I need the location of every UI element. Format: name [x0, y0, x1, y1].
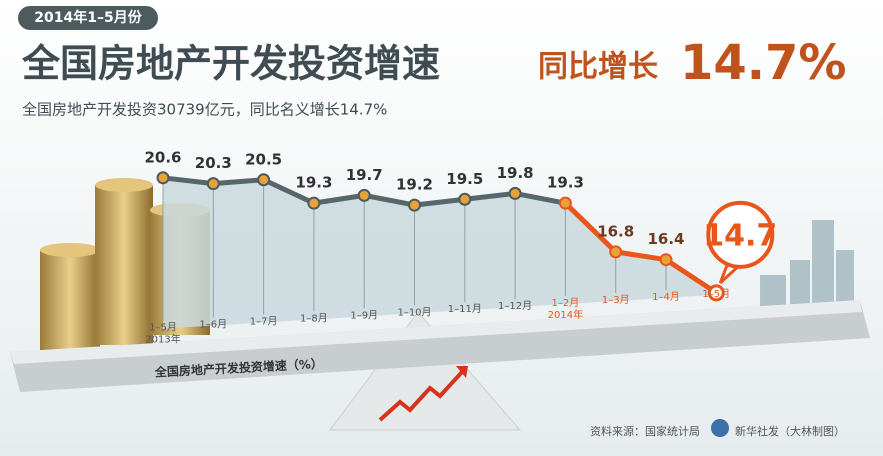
x-tick-label: 1–4月: [652, 291, 680, 303]
x-tick-label: 1–3月: [602, 294, 630, 306]
highlight: 14.7%: [680, 35, 847, 91]
data-label: 19.5: [446, 170, 483, 188]
x-tick-label: 1–10月: [397, 306, 431, 318]
data-label: 20.3: [195, 154, 232, 172]
badge: 2014年1–5月份: [34, 9, 142, 26]
point: [257, 173, 271, 187]
x-tick-label: 1–8月: [300, 312, 328, 324]
point: [307, 196, 321, 210]
group-label: 2014年: [548, 308, 583, 321]
point: [558, 196, 572, 210]
point: [609, 245, 623, 259]
x-tick-label: 1–12月: [498, 300, 532, 312]
badge-bg: [18, 6, 158, 30]
group-label: 2013年: [145, 333, 180, 346]
callout-bubble: [706, 200, 775, 269]
fulcrum: [329, 311, 522, 431]
data-label: 20.5: [245, 150, 282, 168]
x-tick-label: 1–2月: [552, 297, 580, 309]
arrow-head: [456, 366, 468, 378]
x-tick-label: 1–5月: [702, 288, 730, 300]
data-label: 19.3: [295, 174, 332, 192]
x-tick-label: 1–6月: [199, 319, 227, 331]
x-tick-label: 1–7月: [250, 315, 278, 327]
logo: [711, 419, 729, 437]
point: [458, 192, 472, 206]
point: [508, 186, 522, 200]
x-tick-label: 1–9月: [350, 309, 378, 321]
footer-credit: 新华社发（大林制图）: [735, 424, 845, 438]
highlight-prefix: 同比增长: [538, 50, 658, 85]
subtitle: 全国房地产开发投资30739亿元，同比名义增长14.7%: [22, 101, 387, 119]
point: [707, 284, 725, 302]
data-label: 19.8: [497, 164, 534, 182]
beam-top: [10, 300, 862, 364]
x-tick-label: 1–11月: [448, 303, 482, 315]
point: [206, 177, 220, 191]
plot: 20.6 1–5月 20.3 1–6月 20.5 1–7月 19.3 1–8月 19.7 1–9月…: [144, 148, 777, 345]
data-label: 16.4: [647, 230, 684, 248]
point: [156, 171, 170, 185]
data-label: 19.7: [346, 166, 383, 184]
x-tick-label: 1–5月: [149, 322, 177, 334]
arrow: [378, 370, 464, 422]
data-label: 19.3: [547, 174, 584, 192]
data-label: 20.6: [144, 148, 181, 166]
point: [357, 188, 371, 202]
data-label: 19.2: [396, 176, 433, 194]
title: 全国房地产开发投资增速: [21, 42, 440, 86]
point: [659, 253, 673, 267]
point: [408, 198, 421, 212]
footer-source: 资料来源：国家统计局: [590, 424, 700, 438]
line-2014: [563, 201, 718, 295]
data-label: 14.7: [703, 218, 777, 253]
data-label: 16.8: [597, 222, 634, 240]
